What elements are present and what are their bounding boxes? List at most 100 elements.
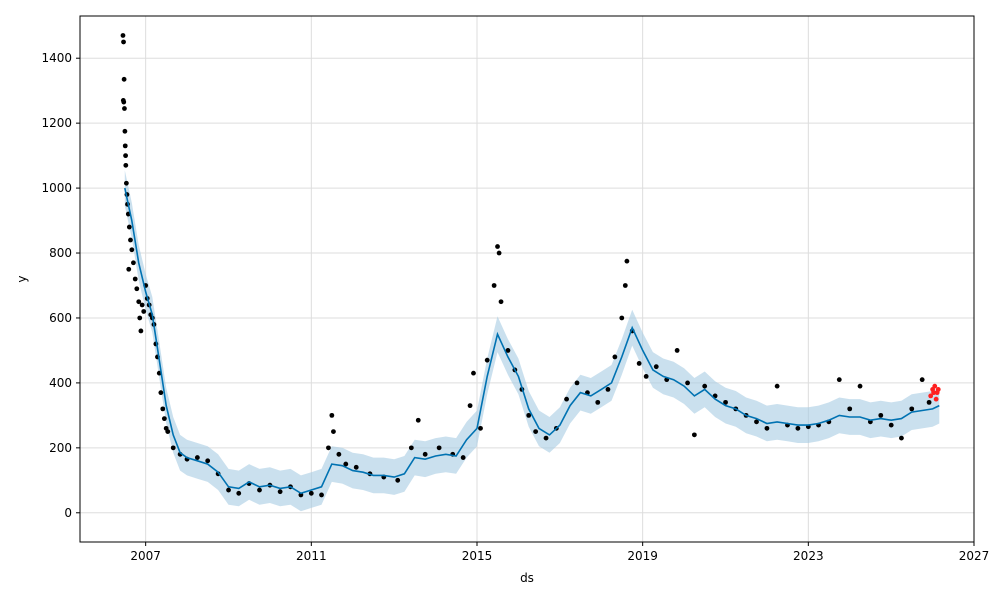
observed-point: [460, 455, 466, 460]
observed-point: [134, 286, 140, 292]
y-tick-label: 800: [49, 246, 72, 260]
observed-point: [123, 162, 129, 168]
observed-point: [132, 276, 138, 282]
observed-point: [636, 361, 642, 366]
x-tick-label: 2023: [793, 549, 824, 563]
observed-point: [395, 477, 401, 483]
forecast-interval-band: [124, 170, 940, 512]
observed-point: [691, 432, 697, 438]
observed-point: [857, 383, 863, 389]
observed-point: [128, 237, 133, 243]
y-tick-label: 1200: [41, 116, 72, 130]
observed-point: [138, 328, 144, 334]
observed-point: [121, 39, 126, 45]
plot-frame: [79, 15, 975, 543]
observed-point: [624, 258, 630, 264]
observed-point: [888, 422, 894, 428]
observed-point: [326, 445, 331, 451]
observed-point: [277, 489, 283, 495]
observed-point: [336, 451, 342, 457]
observed-point: [496, 250, 502, 256]
interval-band: [124, 170, 940, 512]
observed-point: [926, 399, 932, 405]
observed-point: [329, 412, 335, 418]
observed-point: [899, 435, 904, 441]
observed-point: [415, 417, 421, 423]
observed-point: [478, 425, 483, 431]
observed-point: [158, 390, 164, 396]
observed-point: [498, 299, 504, 305]
observed-point: [543, 435, 549, 441]
observed-point: [491, 283, 497, 288]
recent-points: [928, 383, 941, 402]
observed-point: [226, 487, 231, 493]
forecast-line: [124, 187, 940, 495]
observed-point: [595, 399, 601, 405]
x-axis-label: ds: [520, 571, 534, 585]
observed-point: [194, 455, 200, 460]
observed-point: [126, 224, 132, 230]
observed-point: [141, 309, 147, 314]
observed-point: [161, 416, 167, 422]
observed-point: [619, 315, 625, 321]
observed-point: [505, 348, 511, 353]
observed-point: [795, 425, 801, 431]
observed-point: [484, 357, 490, 363]
observed-points: [120, 33, 932, 498]
observed-point: [471, 370, 476, 376]
y-tick-label: 1400: [41, 51, 72, 65]
observed-point: [764, 425, 770, 431]
y-tick-label: 600: [49, 311, 72, 325]
observed-point: [847, 406, 853, 412]
x-tick-label: 2027: [959, 549, 990, 563]
recent-point: [931, 390, 937, 396]
observed-point: [408, 445, 414, 451]
observed-point: [160, 406, 166, 412]
observed-point: [121, 76, 127, 82]
recent-point: [933, 396, 939, 402]
observed-point: [702, 383, 708, 389]
observed-point: [574, 380, 580, 386]
observed-point: [205, 458, 211, 464]
observed-point: [236, 490, 242, 496]
y-tick-label: 400: [49, 376, 72, 390]
observed-point: [129, 247, 135, 253]
observed-point: [123, 180, 129, 186]
observed-point: [122, 143, 128, 149]
y-tick-label: 1000: [41, 181, 72, 195]
observed-point: [165, 429, 171, 435]
observed-point: [353, 464, 359, 470]
y-tick-label: 0: [64, 506, 72, 520]
observed-point: [612, 354, 618, 360]
observed-point: [131, 260, 136, 266]
recent-point: [935, 386, 941, 392]
x-tick-label: 2011: [296, 549, 327, 563]
observed-point: [919, 377, 925, 383]
observed-point: [122, 128, 128, 134]
observed-point: [723, 399, 728, 405]
observed-point: [836, 377, 842, 383]
observed-point: [422, 451, 428, 457]
observed-point: [643, 374, 649, 379]
y-tick-label: 200: [49, 441, 72, 455]
observed-point: [126, 266, 132, 272]
observed-point: [653, 364, 659, 370]
observed-point: [136, 299, 142, 305]
y-axis-label: y: [15, 275, 29, 282]
x-axis-ticks: 2007 2011 2015 2019 2023 2027: [130, 542, 989, 563]
observed-point: [120, 33, 126, 38]
observed-point: [685, 380, 690, 386]
observed-point: [467, 403, 473, 409]
x-tick-label: 2007: [130, 549, 161, 563]
observed-point: [495, 244, 500, 249]
observed-point: [121, 99, 127, 105]
observed-point: [878, 412, 884, 418]
observed-point: [605, 386, 611, 392]
observed-point: [257, 487, 262, 493]
observed-point: [139, 302, 145, 308]
y-axis-ticks: 0 200 400 600 800 1000 1200 1400: [41, 51, 80, 520]
observed-point: [436, 445, 442, 451]
observed-point: [331, 429, 336, 435]
observed-point: [122, 106, 127, 111]
observed-point: [674, 348, 680, 353]
